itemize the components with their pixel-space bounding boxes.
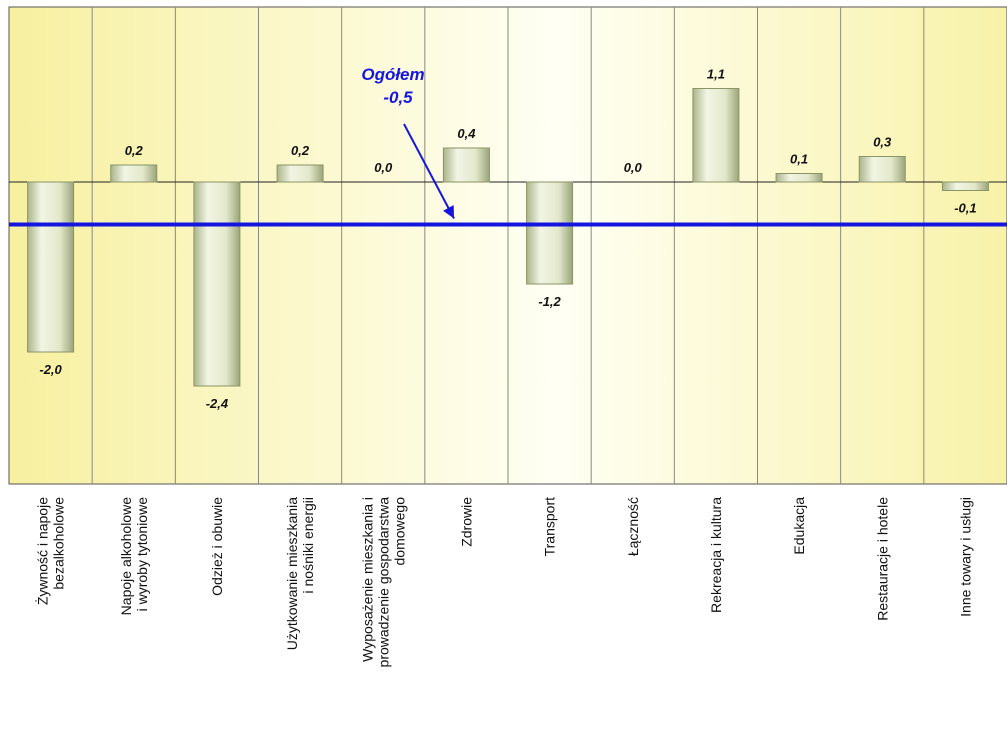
reference-arrow — [403, 123, 455, 219]
reference-label: Ogółem — [361, 65, 424, 84]
bar — [442, 147, 490, 183]
category-label-line: i wyroby tytoniowe — [134, 497, 150, 612]
category-label-text: Łączność — [625, 497, 641, 556]
category-label: Odzież i obuwie — [209, 497, 225, 596]
category-label: Inne towary i usługi — [957, 497, 973, 617]
category-label: Użytkowanie mieszkaniai nośniki energii — [284, 497, 316, 650]
reference-value-label: -0,5 — [383, 88, 413, 107]
category-label: Łączność — [625, 497, 641, 556]
category-label-text: Użytkowanie mieszkaniai nośniki energii — [284, 497, 316, 650]
category-label-text: Żywność i napojebezalkoholowe — [34, 497, 67, 605]
category-label-line: i nośniki energii — [300, 497, 316, 594]
category-label: Zdrowie — [458, 497, 474, 547]
bar — [858, 156, 906, 183]
category-label-text: Restauracje i hotele — [874, 497, 890, 621]
value-label: -2,0 — [39, 362, 62, 377]
value-label: 0,2 — [291, 143, 310, 158]
category-label-text: Edukacja — [791, 497, 807, 555]
category-label-line: Wyposażenie mieszkania i — [359, 497, 375, 662]
bars — [27, 88, 989, 387]
category-label-line: Rekreacja i kultura — [708, 497, 724, 613]
category-label: Restauracje i hotele — [874, 497, 890, 621]
category-label: Napoje alkoholowei wyroby tytoniowe — [118, 497, 150, 616]
value-label: 0,0 — [624, 160, 643, 175]
category-label-line: bezalkoholowe — [51, 497, 67, 590]
category-label-text: Zdrowie — [458, 497, 474, 547]
category-labels: Żywność i napojebezalkoholowe Napoje alko… — [34, 497, 974, 668]
category-label-line: Restauracje i hotele — [874, 497, 890, 621]
value-label: 0,0 — [374, 160, 393, 175]
category-label-line: Zdrowie — [458, 497, 474, 547]
value-labels: -2,0 0,2 -2,4 0,2 0,0 0,4 -1,2 0,0 1,1 0,1 0,3 -0,1 — [39, 67, 976, 412]
bar — [27, 181, 75, 353]
category-label-line: domowego — [391, 497, 407, 566]
category-label: Żywność i napojebezalkoholowe — [34, 497, 67, 605]
bar — [941, 181, 989, 191]
category-label-line: Żywność i napoje — [34, 497, 51, 605]
bar — [276, 164, 324, 183]
value-label: -2,4 — [206, 396, 229, 411]
category-label-text: Odzież i obuwie — [209, 497, 225, 596]
value-label: 0,2 — [125, 143, 144, 158]
value-label: -0,1 — [954, 201, 976, 216]
bar — [775, 173, 823, 183]
category-label-line: prowadzenie gospodarstwa — [375, 497, 391, 668]
category-label-line: Odzież i obuwie — [209, 497, 225, 596]
category-label: Transport — [542, 497, 558, 557]
value-label: -1,2 — [538, 294, 561, 309]
category-label-text: Transport — [542, 497, 558, 557]
category-label-text: Inne towary i usługi — [957, 497, 973, 617]
category-label-line: Inne towary i usługi — [957, 497, 973, 617]
category-label-text: Wyposażenie mieszkania iprowadzenie gosp… — [359, 497, 407, 668]
category-label-line: Napoje alkoholowe — [118, 497, 134, 616]
reference-arrow-head — [443, 205, 454, 219]
bar — [526, 181, 574, 285]
category-label-text: Napoje alkoholowei wyroby tytoniowe — [118, 497, 150, 616]
value-label: 0,4 — [457, 126, 476, 141]
category-label-line: Użytkowanie mieszkania — [284, 497, 300, 650]
value-label: 0,1 — [790, 152, 808, 167]
category-label-line: Łączność — [625, 497, 641, 556]
category-label-line: Transport — [542, 497, 558, 557]
value-label: 0,3 — [873, 135, 892, 150]
gridlines — [91, 7, 925, 484]
category-label-text: Rekreacja i kultura — [708, 497, 724, 613]
category-label: Rekreacja i kultura — [708, 497, 724, 613]
category-label-line: Edukacja — [791, 497, 807, 555]
value-label: 1,1 — [707, 67, 725, 82]
bar — [193, 181, 241, 387]
bar — [110, 164, 158, 183]
category-label: Wyposażenie mieszkania iprowadzenie gosp… — [359, 497, 407, 668]
category-label: Edukacja — [791, 497, 807, 555]
bar — [692, 88, 740, 183]
